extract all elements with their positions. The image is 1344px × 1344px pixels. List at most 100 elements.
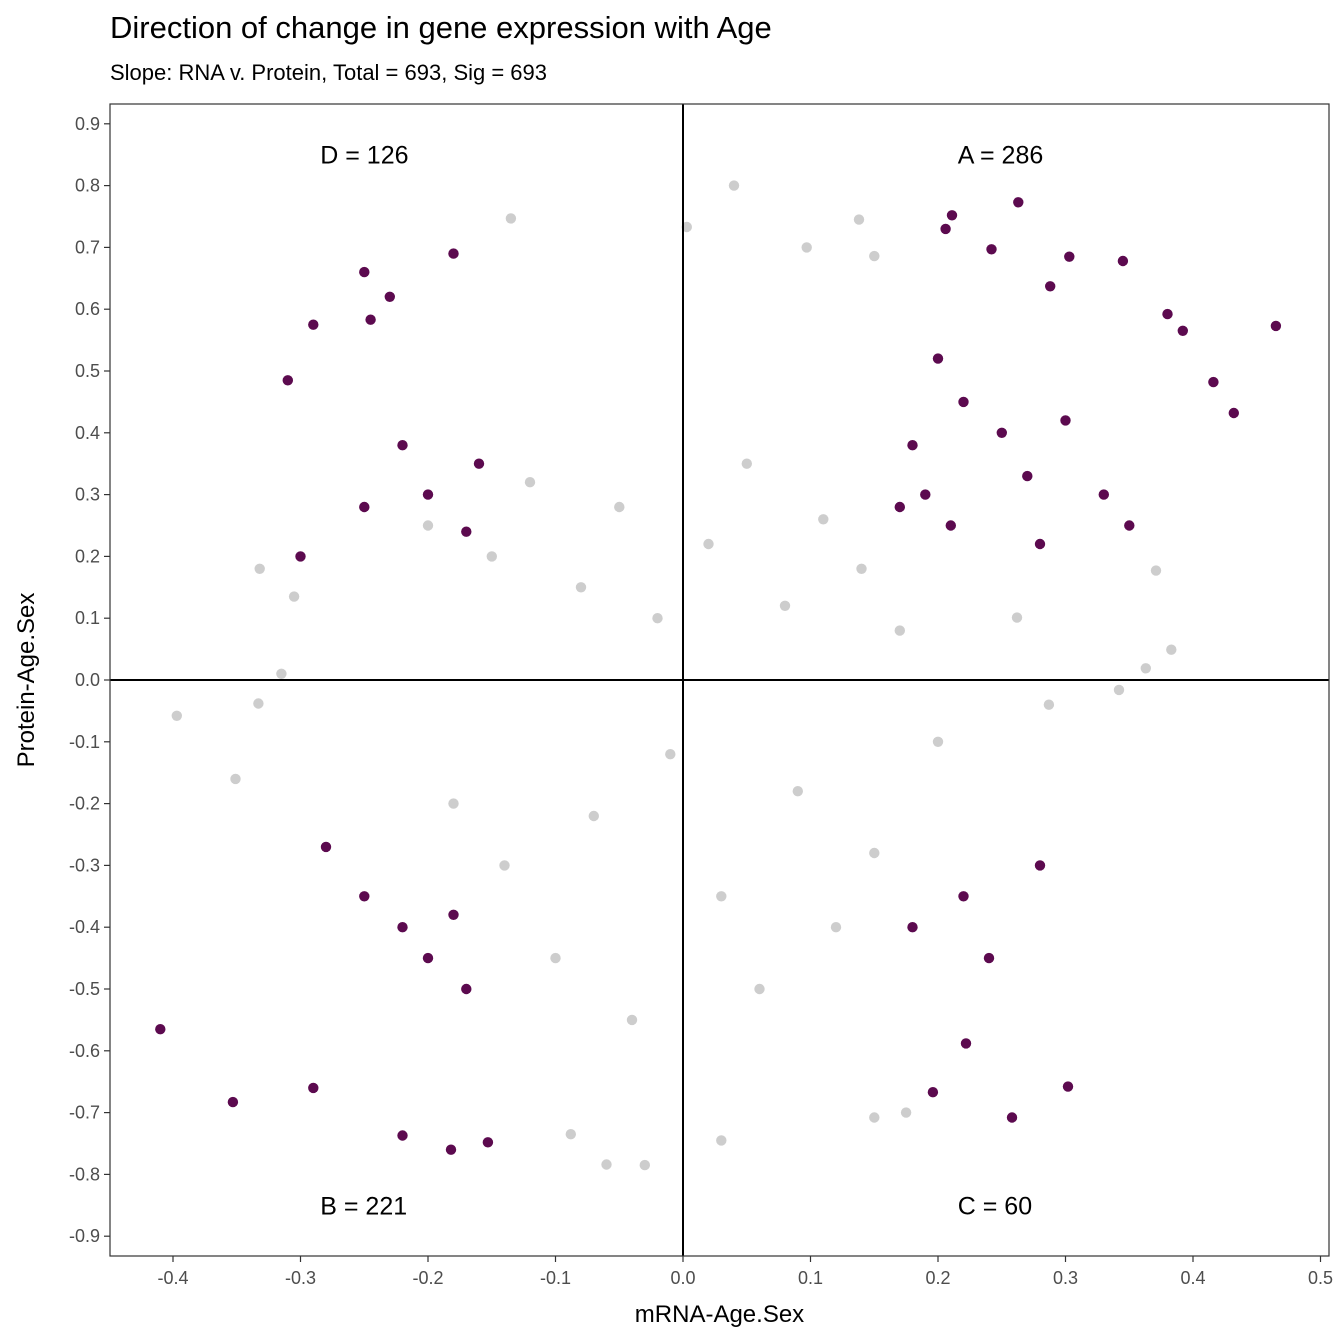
data-point-nonsignificant [869,1112,880,1123]
data-point-significant [983,952,995,964]
data-point-nonsignificant [171,710,182,721]
data-point-significant [320,841,332,853]
data-point-significant [397,922,408,933]
y-tick-label: -0.5 [69,979,100,999]
data-point-significant [1013,197,1024,208]
data-point-significant [1162,308,1173,320]
data-point-significant [308,1082,319,1094]
quadrant-label: B = 221 [320,1192,407,1220]
data-point-significant [1045,281,1056,292]
data-point-nonsignificant [728,180,740,191]
data-point-nonsignificant [716,891,727,902]
data-point-nonsignificant [1011,612,1023,623]
data-point-significant [1117,255,1129,267]
data-point-significant [397,1130,408,1141]
data-point-significant [384,291,395,302]
data-point-nonsignificant [550,952,561,964]
data-point-significant [1064,251,1075,262]
data-point-significant [907,440,918,451]
x-tick-label: 0.0 [670,1268,695,1288]
data-point-significant [482,1137,494,1148]
y-tick-label: 0.9 [75,114,100,134]
data-point-significant [422,952,434,964]
data-point-nonsignificant [1166,644,1177,655]
data-point-nonsignificant [900,1107,912,1118]
data-point-significant [359,266,370,278]
quadrant-labels: D = 126 A = 286 B = 221 C = 60 [320,142,1043,1221]
data-point-nonsignificant [792,786,803,797]
y-tick-label: 0.6 [75,299,100,319]
data-point-significant [282,375,293,386]
data-point-nonsignificant [1113,684,1125,696]
y-tick-label: -0.4 [69,917,100,937]
data-point-significant [448,248,459,259]
y-tick-label: -0.7 [69,1103,100,1123]
quadrant-label: A = 286 [958,142,1044,170]
data-point-significant [461,526,472,537]
data-point-significant [1062,1081,1074,1092]
data-point-nonsignificant [276,668,287,679]
data-point-nonsignificant [703,538,714,550]
data-point-nonsignificant [626,1014,638,1026]
data-point-significant [958,396,969,408]
data-point-nonsignificant [575,582,587,593]
data-point-significant [932,353,944,364]
data-point-nonsignificant [856,563,867,574]
quadrant-label: D = 126 [320,142,408,170]
data-point-significant [1228,407,1240,419]
points-layer [155,180,1282,1171]
data-point-significant [473,458,485,469]
data-point-nonsignificant [524,477,536,488]
data-point-nonsignificant [614,501,625,513]
x-axis: -0.4 -0.3 -0.2 -0.1 0.0 0.1 0.2 0.3 0.4 0.5 [157,1256,1333,1288]
data-point-nonsignificant [869,847,880,859]
data-point-nonsignificant [818,514,829,525]
data-point-nonsignificant [754,983,765,995]
y-tick-label: -0.9 [69,1226,100,1246]
quadrant-label: C = 60 [958,1192,1032,1220]
y-tick-label: 0.0 [75,670,100,690]
data-point-significant [907,922,918,933]
data-point-significant [308,319,319,330]
data-point-nonsignificant [932,736,944,747]
data-point-significant [996,427,1007,438]
x-tick-label: -0.3 [285,1268,316,1288]
data-point-nonsignificant [830,922,842,933]
data-point-nonsignificant [499,860,510,871]
data-point-nonsignificant [779,600,791,611]
data-point-significant [986,244,997,255]
data-point-nonsignificant [853,214,865,225]
y-tick-label: -0.3 [69,855,100,875]
data-point-significant [958,891,969,902]
data-point-nonsignificant [601,1159,612,1170]
data-point-significant [1098,489,1110,500]
data-point-significant [1124,520,1135,531]
y-tick-label: 0.4 [75,423,100,443]
y-tick-label: -0.1 [69,732,100,752]
data-point-significant [155,1023,166,1035]
y-tick-label: 0.3 [75,485,100,505]
data-point-significant [445,1144,457,1155]
data-point-nonsignificant [652,613,663,624]
data-point-significant [940,223,951,235]
y-tick-label: 0.5 [75,361,100,381]
data-point-significant [945,520,956,531]
data-point-nonsignificant [1043,699,1055,710]
data-point-significant [1208,376,1219,388]
data-point-nonsignificant [639,1159,650,1171]
data-point-nonsignificant [230,773,241,785]
data-point-significant [448,909,459,920]
data-point-nonsignificant [1150,565,1162,576]
data-point-significant [295,551,306,562]
data-point-nonsignificant [681,221,692,233]
data-point-significant [397,440,408,451]
x-axis-title: mRNA-Age.Sex [635,1301,804,1328]
data-point-nonsignificant [565,1129,576,1140]
x-tick-label: 0.5 [1308,1268,1333,1288]
data-point-significant [1022,470,1033,482]
y-tick-label: -0.6 [69,1041,100,1061]
data-point-significant [1034,860,1046,871]
x-tick-label: 0.1 [798,1268,823,1288]
y-axis: 0.9 0.8 0.7 0.6 0.5 0.4 0.3 0.2 0.1 0.0 -0.1 -0.2 -0… [69,114,110,1246]
